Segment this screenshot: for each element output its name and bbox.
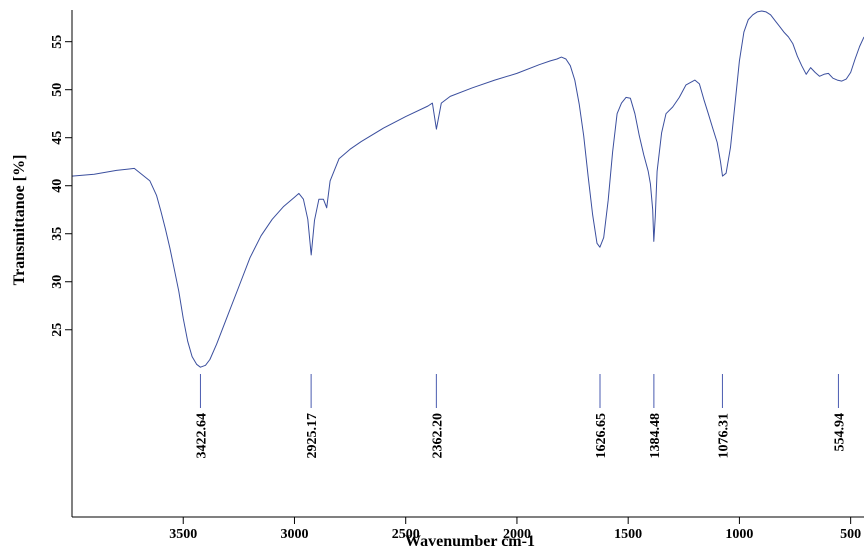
x-tick-label: 1500 xyxy=(614,527,642,542)
spectrum-line xyxy=(71,10,864,368)
y-ticks: 25 30 35 40 45 50 55 xyxy=(50,35,72,337)
peak-label: 3422.64 xyxy=(194,413,209,459)
axes: 3500 3000 2500 2000 1500 1000 500 25 30 35 40 45 50… xyxy=(50,10,864,542)
x-tick-label: 2500 xyxy=(392,527,420,542)
peak-label: 2925.17 xyxy=(305,413,320,459)
x-tick-label: 2000 xyxy=(503,527,531,542)
y-tick-label: 45 xyxy=(50,131,65,145)
x-tick-label: 3000 xyxy=(280,527,308,542)
y-tick-label: 30 xyxy=(50,275,65,289)
x-ticks: 3500 3000 2500 2000 1500 1000 500 xyxy=(169,517,861,542)
y-tick-label: 50 xyxy=(50,83,65,97)
peak-label: 554.94 xyxy=(832,413,847,452)
peak-label: 1626.65 xyxy=(594,413,609,459)
peak-label: 1384.48 xyxy=(648,413,663,459)
peak-markers: 3422.64 2925.17 2362.20 1626.65 1384.48 1076.… xyxy=(194,374,847,459)
x-tick-label: 500 xyxy=(840,527,861,542)
peak-label: 2362.20 xyxy=(430,413,445,459)
x-tick-label: 1000 xyxy=(725,527,753,542)
x-axis-title: Wavenumber cm-1 xyxy=(405,533,535,550)
spectrum-layer xyxy=(71,10,864,368)
y-tick-label: 35 xyxy=(50,227,65,241)
x-tick-label: 3500 xyxy=(169,527,197,542)
y-tick-label: 40 xyxy=(50,179,65,193)
y-tick-label: 55 xyxy=(50,35,65,49)
peak-label: 1076.31 xyxy=(716,413,731,459)
y-tick-label: 25 xyxy=(50,323,65,337)
y-axis-title: Transmittanoe [%] xyxy=(11,155,28,286)
